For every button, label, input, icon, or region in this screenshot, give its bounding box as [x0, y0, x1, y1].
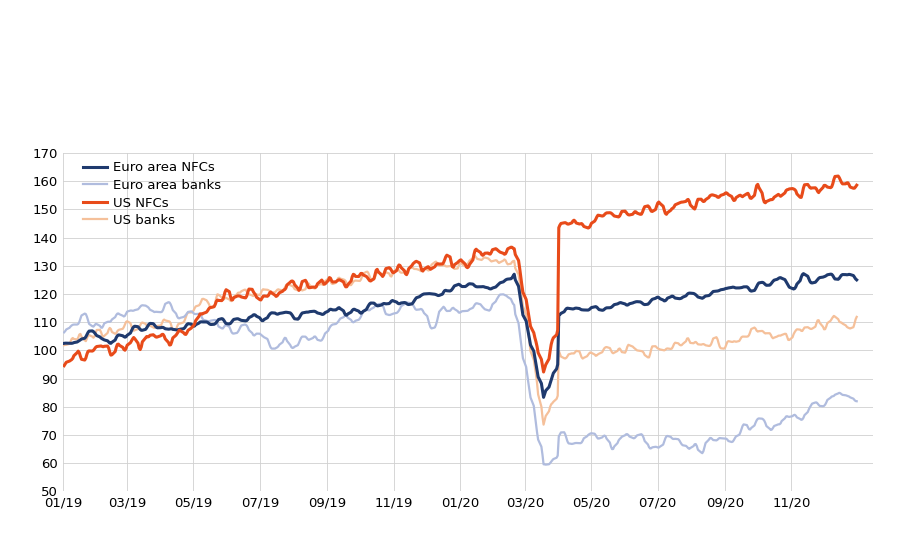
- Legend: Euro area NFCs, Euro area banks, US NFCs, US banks: Euro area NFCs, Euro area banks, US NFCs…: [77, 156, 227, 233]
- Line: Euro area banks: Euro area banks: [64, 294, 857, 465]
- Line: US banks: US banks: [64, 256, 857, 425]
- Line: Euro area NFCs: Euro area NFCs: [64, 274, 857, 397]
- Line: US NFCs: US NFCs: [64, 176, 857, 372]
